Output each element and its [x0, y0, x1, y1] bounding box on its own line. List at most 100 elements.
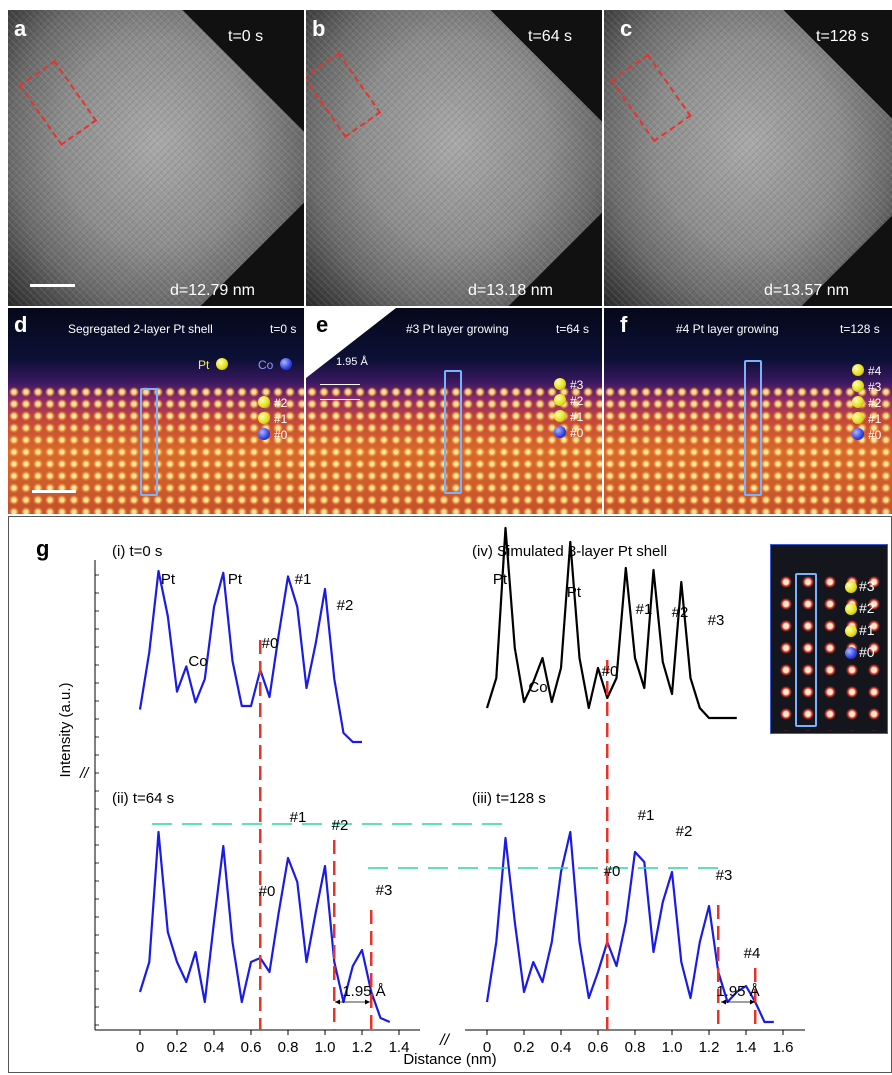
- x-axis-break: //: [439, 1032, 450, 1049]
- spacing-arrow-iii-head-r: [750, 999, 755, 1005]
- peak-annotation: Pt: [567, 584, 582, 601]
- profile-box-d: [140, 388, 158, 496]
- panel-label-e: e: [316, 312, 329, 337]
- co-legend-icon: [280, 358, 292, 370]
- peak-annotation: #2: [676, 823, 693, 840]
- x-tick-label-right: 0.2: [514, 1039, 535, 1056]
- layer-1-atom-e: [554, 410, 566, 422]
- co-legend-label: Co: [258, 358, 274, 372]
- diameter-label-b: d=13.18 nm: [468, 282, 553, 299]
- layer-label-d-1: #1: [274, 412, 288, 426]
- layer-0-atom-d: [258, 428, 270, 440]
- peak-annotation: #0: [259, 883, 276, 900]
- diameter-label-a: d=12.79 nm: [170, 282, 255, 299]
- panel-label-d: d: [14, 312, 28, 337]
- pt-legend-label: Pt: [198, 358, 210, 372]
- layer-label-f-0: #0: [868, 428, 882, 442]
- y-axis-break: //: [79, 765, 90, 782]
- x-tick-label-right: 1.2: [699, 1039, 720, 1056]
- panel-label-b: b: [312, 16, 326, 41]
- stem-panel-b: b t=64 s d=13.18 nm: [306, 10, 602, 306]
- peak-annotation: #2: [672, 604, 689, 621]
- x-tick-label-left: 0.4: [204, 1039, 225, 1056]
- panel-title-f: #4 Pt layer growing: [676, 322, 779, 336]
- profile-box-f: [744, 360, 762, 496]
- time-label-b: t=64 s: [528, 28, 573, 45]
- stem-panel-a: a t=0 s d=12.79 nm: [8, 10, 304, 306]
- layer-1-atom-f: [852, 412, 864, 424]
- x-tick-label-right: 1.0: [662, 1039, 683, 1056]
- spacing-arrow-ii-head-r: [365, 999, 370, 1005]
- sim-layer-0-atom: [845, 647, 857, 659]
- x-tick-label-left: 0.6: [241, 1039, 262, 1056]
- sim-layer-label-3: #3: [859, 578, 875, 594]
- peak-annotation: #2: [332, 817, 349, 834]
- peak-annotation: Pt: [493, 571, 508, 588]
- profile-box-e: [444, 370, 462, 494]
- peak-annotation: #0: [602, 663, 619, 680]
- layer-label-f-2: #2: [868, 396, 882, 410]
- spacing-arrow-iii-head-l: [721, 999, 726, 1005]
- peak-annotation: Co: [528, 679, 547, 696]
- peak-annotation: #3: [708, 612, 725, 629]
- stem-panel-c: c t=128 s d=13.57 nm: [604, 10, 892, 306]
- layer-label-e-2: #2: [570, 394, 584, 408]
- sim-layer-label-1: #1: [859, 622, 875, 638]
- sim-layer-1-atom: [845, 625, 857, 637]
- layer-label-f-1: #1: [868, 412, 882, 426]
- peak-annotation: #0: [604, 863, 621, 880]
- x-tick-label-right: 1.4: [736, 1039, 757, 1056]
- haadf-panel-e: e #3 Pt layer growing t=64 s 1.95 Å #3 #…: [306, 308, 602, 514]
- title-ii: (ii) t=64 s: [112, 790, 174, 807]
- pt-legend-icon: [216, 358, 228, 370]
- peak-annotation: Pt: [228, 571, 243, 588]
- panel-title-d: Segregated 2-layer Pt shell: [68, 322, 213, 336]
- sim-layer-label-2: #2: [859, 600, 875, 616]
- x-tick-label-left: 0.2: [167, 1039, 188, 1056]
- peak-annotation: #1: [295, 571, 312, 588]
- layer-0-atom-f: [852, 428, 864, 440]
- spacing-arrow-ii-head-l: [335, 999, 340, 1005]
- peak-annotation: Co: [188, 653, 207, 670]
- panel-label-a: a: [14, 16, 27, 41]
- x-tick-label-right: 0.4: [551, 1039, 572, 1056]
- panel-label-f: f: [620, 312, 628, 337]
- sim-layer-2-atom: [845, 603, 857, 615]
- scale-bar-d: [32, 490, 76, 493]
- layer-label-f-3: #3: [868, 380, 882, 394]
- layer-label-e-3: #3: [570, 378, 584, 392]
- title-iii: (iii) t=128 s: [472, 790, 546, 807]
- layer-3-atom-e: [554, 378, 566, 390]
- x-axis-label: Distance (nm): [403, 1051, 496, 1068]
- x-tick-label-right: 1.6: [773, 1039, 794, 1056]
- peak-annotation: #1: [638, 807, 655, 824]
- simulation-lattice: [775, 571, 883, 731]
- sim-layer-3-atom: [845, 581, 857, 593]
- layer-1-atom-d: [258, 412, 270, 424]
- peak-annotation: #2: [337, 597, 354, 614]
- x-tick-label-right: 0.8: [625, 1039, 646, 1056]
- profile-box-sim: [795, 573, 817, 727]
- white-wedge: [306, 308, 396, 378]
- panel-label-g: g: [36, 536, 49, 561]
- y-axis-label: Intensity (a.u.): [57, 682, 74, 777]
- profile-line-1: [485, 526, 737, 720]
- peak-annotation: #4: [744, 945, 761, 962]
- x-tick-label-right: 0.6: [588, 1039, 609, 1056]
- time-label-e: t=64 s: [556, 322, 590, 336]
- simulation-inset: #3 #2 #1 #0: [770, 544, 888, 734]
- panel-label-c: c: [620, 16, 633, 41]
- peak-annotation: #0: [262, 635, 279, 652]
- x-tick-label-left: 1.0: [315, 1039, 336, 1056]
- time-label-c: t=128 s: [816, 28, 869, 45]
- x-tick-label-left: 0.8: [278, 1039, 299, 1056]
- profile-line-3: [485, 830, 774, 1024]
- panel-title-e: #3 Pt layer growing: [406, 322, 509, 336]
- scale-bar-a: [30, 284, 75, 287]
- peak-annotation: #1: [290, 809, 307, 826]
- haadf-panel-d: d Segregated 2-layer Pt shell t=0 s Pt C…: [8, 308, 304, 514]
- peak-annotation: #3: [376, 882, 393, 899]
- layer-label-e-0: #0: [570, 426, 584, 440]
- layer-label-d-2: #2: [274, 396, 288, 410]
- spacing-label-e: 1.95 Å: [336, 356, 368, 368]
